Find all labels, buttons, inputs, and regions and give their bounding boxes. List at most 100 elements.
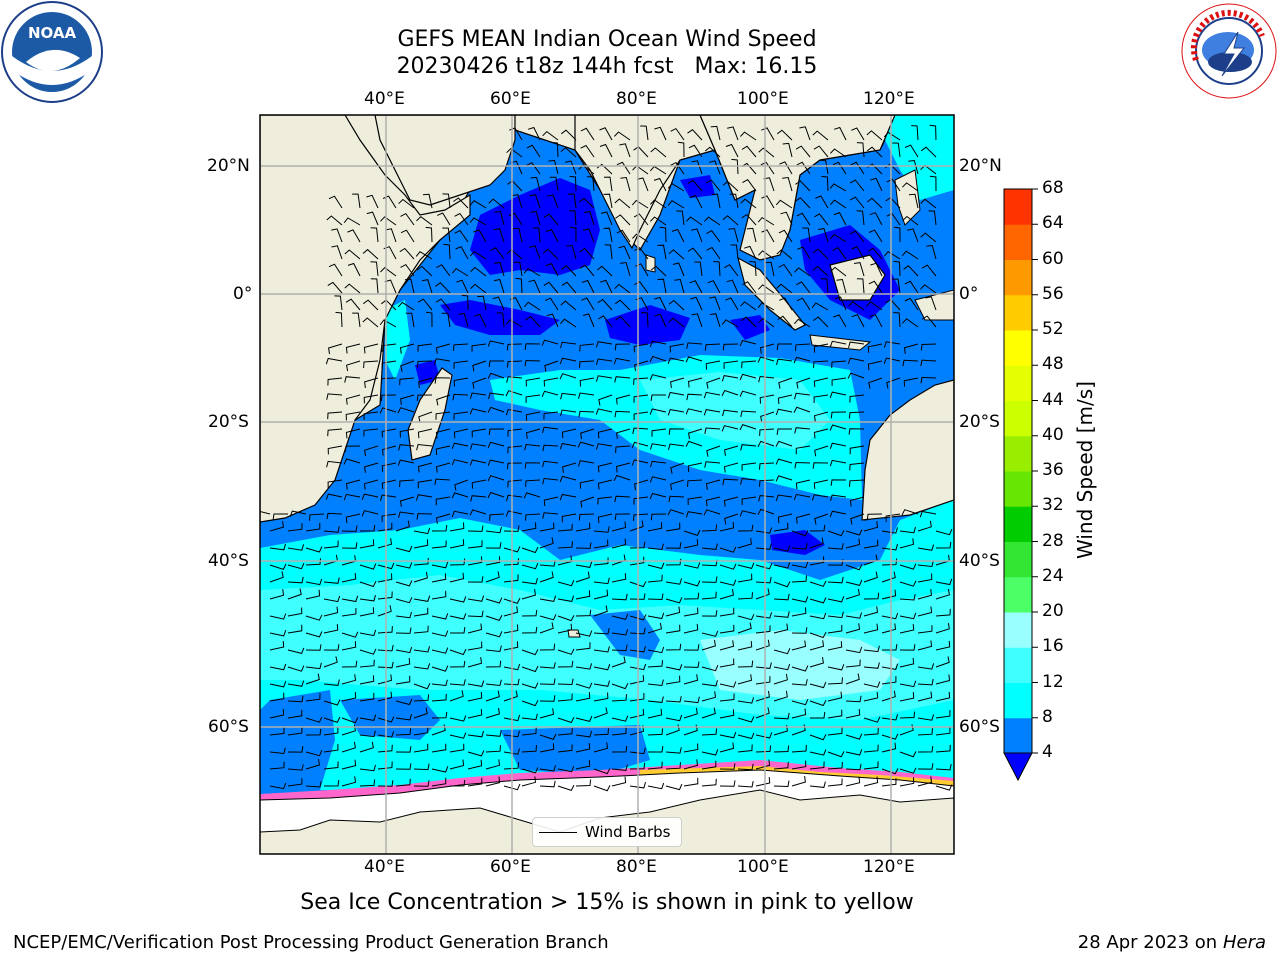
wind-barb (795, 180, 811, 192)
wind-barb (343, 217, 361, 226)
wind-barb (359, 648, 377, 655)
wind-barb (755, 543, 772, 550)
wind-barb (575, 692, 591, 702)
wind-barb (904, 144, 919, 158)
legend-line-icon (539, 831, 577, 833)
wind-barb (737, 592, 753, 600)
wind-barb (327, 479, 343, 489)
wind-barb (431, 630, 449, 637)
wind-barb (730, 244, 739, 260)
wind-barb (614, 410, 631, 418)
wind-barb (487, 475, 505, 482)
wind-barb (565, 160, 577, 175)
colorbar (1003, 188, 1038, 782)
wind-barb (740, 410, 757, 418)
wind-barb (539, 614, 557, 621)
wind-barb (657, 244, 667, 260)
wind-barbs (260, 124, 953, 792)
wind-barb (721, 319, 739, 328)
wind-barb (893, 312, 901, 328)
wind-barb (595, 443, 613, 450)
wind-barb (737, 716, 755, 723)
wind-barb (611, 538, 627, 549)
wind-barb (344, 445, 361, 453)
wind-barb (863, 592, 880, 600)
wind-barb (670, 377, 685, 388)
wind-barb (377, 731, 395, 738)
africa (260, 115, 471, 523)
wind-barb (773, 581, 791, 588)
wind-barb (542, 426, 559, 434)
wind-barb (881, 690, 896, 702)
wind-barb (848, 428, 865, 435)
wind-barb (461, 294, 469, 311)
wind-barb (793, 318, 811, 328)
wind-barb (323, 679, 340, 686)
wind-barb (917, 745, 934, 753)
wind-barb (503, 762, 519, 770)
wind-barb (431, 540, 447, 549)
wind-barb (595, 375, 613, 382)
wind-barb (719, 579, 737, 586)
wind-barb (886, 178, 901, 192)
colorbar-bin (1004, 224, 1032, 260)
wind-barb (881, 543, 898, 551)
wind-barb (503, 690, 518, 702)
wind-barb (485, 631, 503, 638)
wind-barb (739, 423, 757, 431)
wind-barb (711, 193, 721, 209)
wind-barb (523, 492, 541, 499)
wind-barb (740, 444, 757, 451)
wind-barb (809, 749, 827, 756)
wind-barb (413, 763, 430, 771)
wind-barb (575, 682, 593, 689)
wind-barb (400, 212, 415, 226)
colorbar-bin (1004, 189, 1032, 225)
wind-barb (544, 360, 559, 372)
wind-barb (722, 180, 739, 192)
wind-barb (469, 443, 487, 450)
wind-barb (935, 622, 950, 634)
wind-barb (773, 593, 790, 601)
wind-barb (575, 663, 593, 670)
wind-barb (665, 714, 683, 722)
wind-barb (819, 159, 829, 175)
wind-barb (649, 355, 667, 363)
wind-barb (794, 461, 811, 469)
wind-barb (629, 708, 645, 719)
wind-barb (827, 677, 843, 685)
wind-barb (665, 747, 682, 754)
philippines (894, 169, 921, 226)
wind-barb (691, 228, 703, 243)
wind-barb (901, 509, 919, 516)
wind-barb (761, 195, 775, 209)
wind-barb (595, 341, 613, 348)
wind-barb (543, 411, 559, 420)
wind-barb (665, 542, 682, 549)
wind-barb (413, 726, 429, 736)
wind-barb (377, 744, 393, 753)
wind-barb (593, 589, 609, 600)
wind-barb (649, 340, 667, 348)
wind-barb (560, 318, 577, 328)
wind-barb (737, 640, 753, 651)
wind-barb (683, 696, 700, 704)
wind-barb (521, 609, 538, 617)
colorbar-tick-label: 4 (1042, 742, 1053, 762)
wind-barb (599, 127, 613, 141)
wind-barb (863, 744, 879, 753)
wind-barb (597, 428, 613, 439)
wind-barb (341, 759, 357, 770)
wind-barb (557, 716, 575, 724)
wind-barb (525, 377, 541, 387)
wind-barb (739, 510, 757, 517)
wind-barb (685, 440, 703, 447)
wind-barb (488, 428, 505, 436)
wind-barb (649, 476, 667, 483)
wind-barb (575, 590, 591, 600)
wind-barb (629, 556, 645, 566)
wind-barb (791, 607, 807, 617)
wind-barb (719, 607, 735, 617)
wind-barb (920, 284, 937, 294)
wind-barb (578, 513, 595, 521)
